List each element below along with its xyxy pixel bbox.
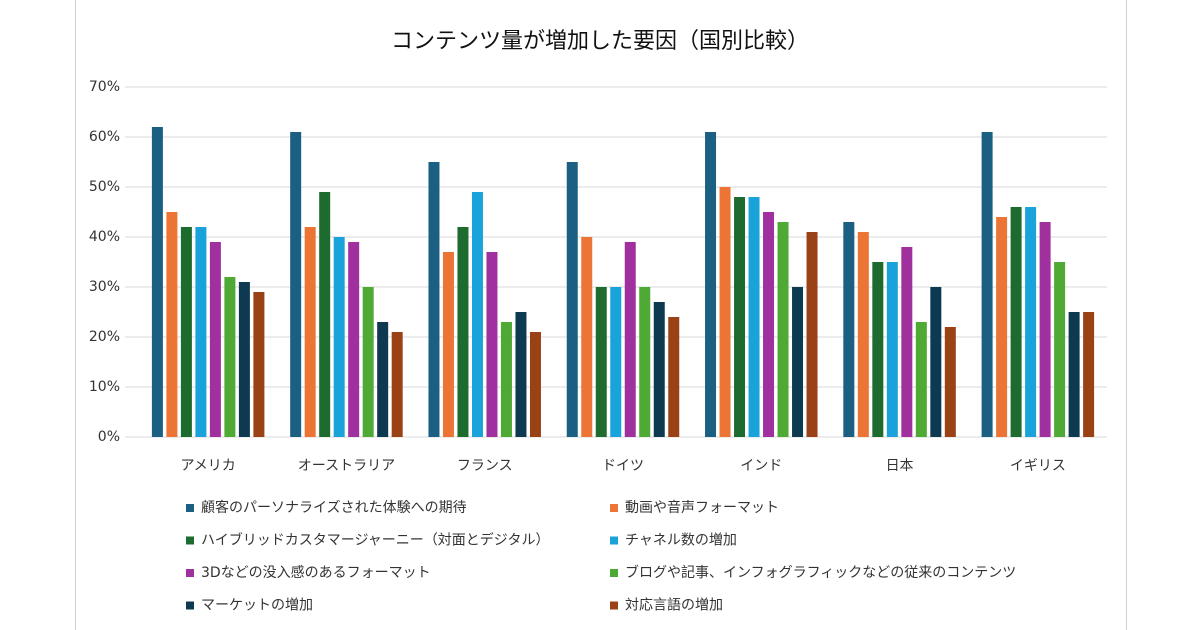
- legend-swatch: [610, 569, 618, 577]
- bar: [290, 132, 302, 437]
- x-tick-label: ドイツ: [602, 458, 644, 474]
- bar: [1025, 207, 1037, 437]
- bar: [610, 287, 622, 437]
- bar: [901, 247, 913, 437]
- bar: [209, 242, 221, 437]
- bar: [705, 132, 717, 437]
- legend-label: 動画や音声フォーマット: [625, 499, 779, 516]
- bar: [486, 252, 498, 437]
- y-tick-label: 30%: [89, 279, 120, 295]
- legend-swatch: [186, 569, 194, 577]
- legend-label: 顧客のパーソナライズされた体験への期待: [201, 499, 467, 516]
- legend-label: マーケットの増加: [201, 598, 313, 614]
- bar: [581, 237, 593, 437]
- bar: [442, 252, 454, 437]
- bar: [391, 332, 403, 437]
- bar: [515, 312, 527, 437]
- bar: [304, 227, 316, 437]
- legend-swatch: [186, 504, 194, 512]
- bar: [857, 232, 869, 437]
- y-tick-label: 20%: [89, 329, 120, 345]
- bar: [843, 222, 855, 437]
- x-tick-label: 日本: [886, 458, 914, 474]
- y-tick-label: 60%: [89, 129, 120, 145]
- bar: [166, 212, 178, 437]
- bar: [792, 287, 804, 437]
- bar: [996, 217, 1008, 437]
- bar: [500, 322, 512, 437]
- bar: [238, 282, 250, 437]
- bar: [653, 302, 665, 437]
- bar: [944, 327, 956, 437]
- bar: [224, 277, 236, 437]
- bar: [428, 162, 440, 437]
- bar: [806, 232, 818, 437]
- legend-swatch: [186, 601, 194, 610]
- x-tick-label: アメリカ: [180, 458, 235, 474]
- legend-swatch: [610, 536, 618, 545]
- bar: [333, 237, 345, 437]
- bar: [777, 222, 789, 437]
- bar: [1083, 312, 1095, 437]
- legend-swatch: [610, 601, 618, 610]
- bar: [195, 227, 207, 437]
- bar: [748, 197, 760, 437]
- bar: [377, 322, 389, 437]
- bar: [668, 317, 680, 437]
- bar: [719, 187, 731, 437]
- legend-label: チャネル数の増加: [625, 533, 737, 549]
- bar: [872, 262, 884, 437]
- bar: [915, 322, 927, 437]
- bar: [471, 192, 483, 437]
- x-tick-label: イギリス: [1010, 458, 1066, 474]
- bar: [180, 227, 192, 437]
- bar: [362, 287, 374, 437]
- y-tick-label: 70%: [89, 79, 120, 95]
- chart-title: コンテンツ量が増加した要因（国別比較）: [391, 29, 809, 54]
- bar: [639, 287, 651, 437]
- y-tick-label: 10%: [89, 379, 120, 395]
- y-tick-label: 50%: [89, 179, 120, 195]
- legend-swatch: [186, 536, 194, 545]
- bar: [1039, 222, 1051, 437]
- bar: [1010, 207, 1022, 437]
- legend-swatch: [610, 504, 618, 512]
- y-tick-label: 40%: [89, 229, 120, 245]
- bar: [981, 132, 993, 437]
- bar: [624, 242, 636, 437]
- bar: [1054, 262, 1066, 437]
- legend-label: 3Dなどの没入感のあるフォーマット: [201, 564, 431, 581]
- bar: [595, 287, 607, 437]
- bar: [319, 192, 331, 437]
- bar: [763, 212, 775, 437]
- bar: [930, 287, 942, 437]
- legend-label: ブログや記事、インフォグラフィックなどの従来のコンテンツ: [625, 564, 1016, 581]
- bar: [529, 332, 541, 437]
- bar: [1068, 312, 1080, 437]
- bar: [151, 127, 163, 437]
- bar: [457, 227, 469, 437]
- bar: [734, 197, 746, 437]
- bar: [253, 292, 265, 437]
- bar: [348, 242, 360, 437]
- x-tick-label: インド: [740, 458, 782, 474]
- legend-label: 対応言語の増加: [625, 598, 723, 614]
- y-tick-label: 0%: [98, 429, 120, 445]
- x-tick-label: オーストラリア: [298, 458, 395, 474]
- bar: [566, 162, 578, 437]
- x-tick-label: フランス: [457, 458, 513, 474]
- legend-label: ハイブリッドカスタマージャーニー（対面とデジタル）: [201, 532, 549, 549]
- bar: [886, 262, 898, 437]
